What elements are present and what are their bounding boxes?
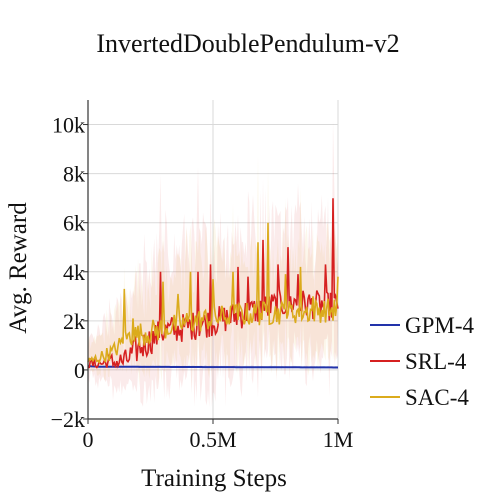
legend-label: SAC-4 [405, 385, 469, 410]
series-line-SAC-4 [87, 222, 339, 364]
y-tick-label: −2k [51, 407, 85, 432]
x-tick-label: 0 [83, 427, 94, 452]
band-SAC-4 [88, 154, 338, 389]
grid [87, 100, 339, 420]
legend-label: GPM-4 [405, 313, 475, 338]
y-tick-label: 8k [63, 162, 85, 187]
series-line-GPM-4 [87, 365, 338, 369]
y-tick-label: 4k [63, 260, 85, 285]
y-axis-title: Avg. Reward [5, 202, 32, 334]
x-tick-label: 1M [323, 427, 354, 452]
y-tick-label: 2k [63, 309, 85, 334]
y-tick-labels: −2k 0 2k 4k 6k 8k 10k [51, 113, 85, 432]
series-line-SRL-4 [87, 198, 339, 369]
series-lines [87, 198, 339, 369]
x-axis-title: Training Steps [141, 465, 287, 492]
axes [83, 100, 339, 424]
legend-label: SRL-4 [405, 349, 467, 374]
chart-title: InvertedDoublePendulum-v2 [96, 29, 399, 58]
y-tick-label: 10k [52, 113, 85, 138]
legend: GPM-4 SRL-4 SAC-4 [370, 313, 475, 410]
y-tick-label: 6k [63, 211, 85, 236]
x-tick-label: 0.5M [189, 427, 236, 452]
x-tick-labels: 0 0.5M 1M [83, 427, 354, 452]
y-tick-label: 0 [74, 358, 85, 383]
